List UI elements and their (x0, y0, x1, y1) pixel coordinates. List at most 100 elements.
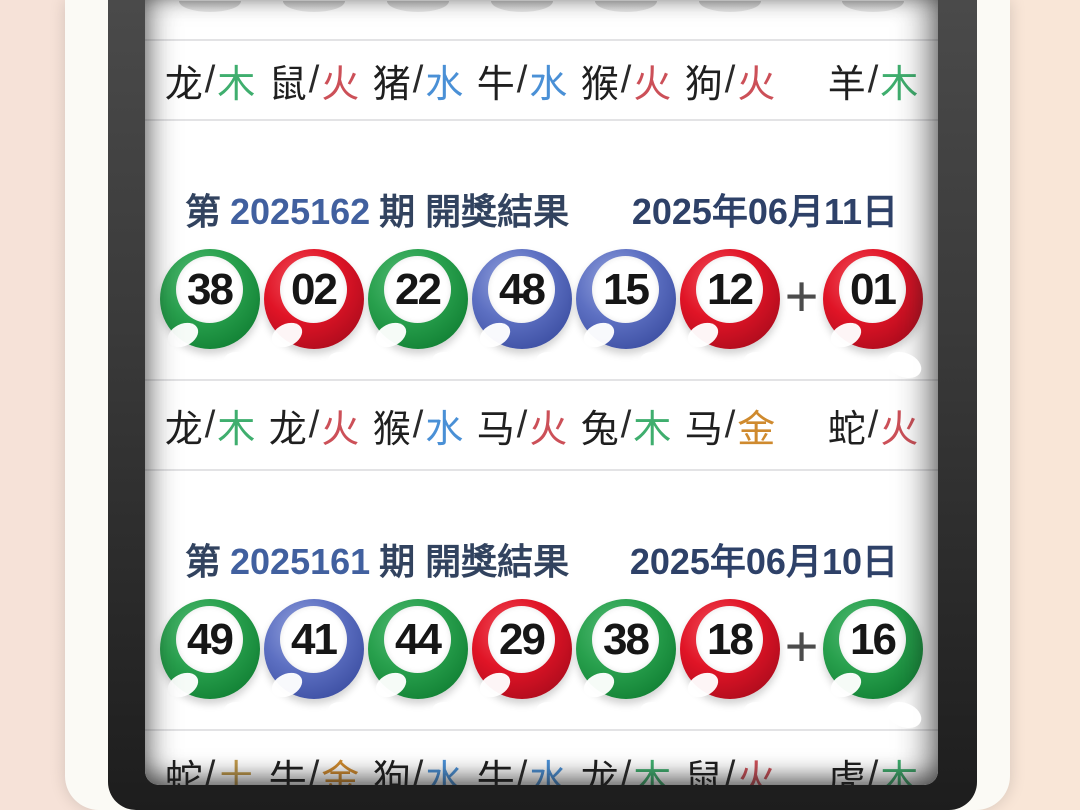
lottery-ball-blue: 15 (576, 249, 676, 349)
zodiac-element: 火 (737, 63, 776, 106)
ball-bottom-remnant (491, 0, 553, 12)
ball-number: 49 (176, 606, 243, 673)
zodiac-row: 龙 / 木鼠 / 火猪 / 水牛 / 水猴 / 火狗 / 火羊 / 木 (145, 41, 938, 119)
lottery-ball-green: 38 (160, 249, 260, 349)
zodiac-element: 木 (633, 758, 672, 786)
zodiac-cell: 马 / 金 (678, 398, 782, 453)
ball-number: 48 (488, 256, 555, 323)
ball-cell: 12 (678, 249, 782, 349)
zodiac-animal: 鼠 (268, 63, 307, 106)
zodiac-animal: 猪 (372, 63, 411, 106)
slash-separator: / (620, 58, 632, 101)
zodiac-animal: 狗 (684, 63, 723, 106)
draw-header: 第 2025161 期 開獎結果 2025年06月10日 (145, 533, 938, 585)
zodiac-element: 火 (737, 758, 776, 786)
previous-draw-ball-remnants (145, 0, 938, 12)
ball-cell: 01 (821, 249, 925, 349)
ball-bottom-remnant (595, 0, 657, 12)
zodiac-cell: 龙 / 火 (262, 398, 366, 453)
zodiac-element: 水 (425, 408, 464, 451)
zodiac-row: 龙 / 木龙 / 火猴 / 水马 / 火兔 / 木马 / 金蛇 / 火 (145, 381, 938, 469)
slash-separator: / (516, 403, 528, 446)
zodiac-cell: 羊 / 木 (821, 53, 925, 108)
ball-cell: 38 (574, 599, 678, 699)
zodiac-element: 水 (529, 758, 568, 786)
zodiac-cell: 龙 / 木 (574, 748, 678, 786)
zodiac-cell: 鼠 / 火 (262, 53, 366, 108)
zodiac-cell: 蛇 / 火 (821, 398, 925, 453)
ball-cell: 38 (158, 249, 262, 349)
zodiac-element: 金 (737, 408, 776, 451)
slash-separator: / (308, 403, 320, 446)
zodiac-element: 水 (529, 63, 568, 106)
ball-bottom-remnant (842, 0, 904, 12)
ball-number: 22 (384, 256, 451, 323)
draw-date: 2025年06月10日 (629, 541, 898, 582)
lottery-ball-red: 29 (472, 599, 572, 699)
ball-bottom-remnant (699, 0, 761, 12)
remnant-cell (470, 0, 574, 12)
ball-cell: 02 (262, 249, 366, 349)
slash-separator: / (516, 753, 528, 786)
slash-separator: / (412, 403, 424, 446)
zodiac-animal: 虎 (827, 758, 866, 786)
slash-separator: / (724, 58, 736, 101)
zodiac-animal: 龙 (580, 758, 619, 786)
ball-cell: 18 (678, 599, 782, 699)
remnant-cell (574, 0, 678, 12)
zodiac-animal: 龙 (268, 408, 307, 451)
zodiac-animal: 龙 (164, 63, 203, 106)
zodiac-element: 火 (321, 408, 360, 451)
divider (145, 119, 938, 121)
draw-block: 第 2025162 期 開獎結果 2025年06月11日 38 02 22 48 15 12 +01… (145, 183, 938, 471)
zodiac-cell: 牛 / 水 (470, 748, 574, 786)
ball-number: 38 (592, 606, 659, 673)
zodiac-animal: 猴 (580, 63, 619, 106)
ball-row: 38 02 22 48 15 12 +01 (145, 247, 938, 351)
ball-number: 38 (176, 256, 243, 323)
zodiac-element: 木 (880, 758, 919, 786)
remnant-cell (262, 0, 366, 12)
issue-number: 2025162 (230, 191, 371, 232)
zodiac-element: 火 (633, 63, 672, 106)
slash-separator: / (308, 753, 320, 786)
zodiac-cell: 蛇 / 土 (158, 748, 262, 786)
zodiac-cell: 龙 / 木 (158, 398, 262, 453)
ball-cell: 15 (574, 249, 678, 349)
zodiac-animal: 马 (476, 408, 515, 451)
zodiac-animal: 牛 (268, 758, 307, 786)
zodiac-animal: 兔 (580, 408, 619, 451)
divider (145, 469, 938, 471)
zodiac-cell: 马 / 火 (470, 398, 574, 453)
ball-number: 01 (839, 256, 906, 323)
lottery-ball-red: 12 (680, 249, 780, 349)
slash-separator: / (724, 753, 736, 786)
ball-cell: 22 (366, 249, 470, 349)
zodiac-animal: 马 (684, 408, 723, 451)
draw-header: 第 2025162 期 開獎結果 2025年06月11日 (145, 183, 938, 235)
lottery-results-screen[interactable]: 龙 / 木鼠 / 火猪 / 水牛 / 水猴 / 火狗 / 火羊 / 木第 2025162 期 開獎結果 2025年… (145, 0, 938, 785)
draw-date: 2025年06月11日 (631, 191, 898, 232)
lottery-ball-red: 18 (680, 599, 780, 699)
ball-number: 15 (592, 256, 659, 323)
zodiac-cell: 猴 / 火 (574, 53, 678, 108)
zodiac-animal: 蛇 (827, 408, 866, 451)
issue-suffix: 期 開獎結果 (379, 541, 570, 582)
ball-number: 29 (488, 606, 555, 673)
zodiac-element: 水 (425, 758, 464, 786)
divider (145, 729, 938, 731)
slash-separator: / (724, 403, 736, 446)
lottery-ball-green: 22 (368, 249, 468, 349)
issue-label: 第 2025161 期 開獎結果 (185, 533, 569, 585)
ball-bottom-remnant (387, 0, 449, 12)
ball-cell: 29 (470, 599, 574, 699)
zodiac-animal: 羊 (827, 63, 866, 106)
zodiac-animal: 龙 (164, 408, 203, 451)
ball-cell: 44 (366, 599, 470, 699)
slash-separator: / (620, 753, 632, 786)
lottery-ball-green: 49 (160, 599, 260, 699)
lottery-ball-red: 01 (823, 249, 923, 349)
ball-number: 02 (280, 256, 347, 323)
zodiac-cell: 龙 / 木 (158, 53, 262, 108)
